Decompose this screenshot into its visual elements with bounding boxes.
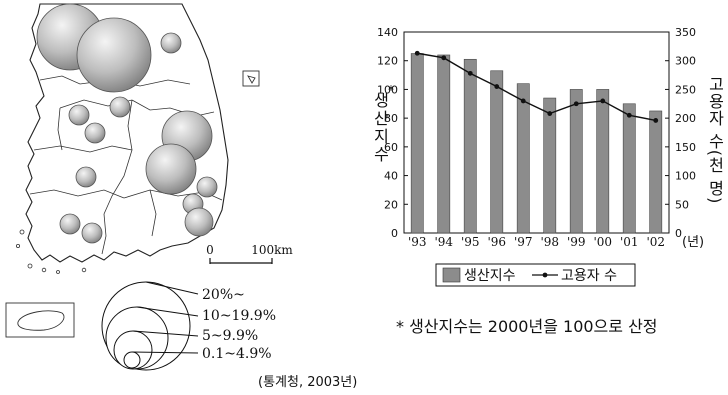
footnote: * 생산지수는 2000년을 100으로 산정: [396, 317, 658, 336]
y-left-label: 생산지수: [371, 92, 390, 164]
y-left-label-mark: *: [388, 83, 394, 97]
left-tick-label: 0: [391, 227, 398, 240]
chart-legend: 생산지수 고용자 수: [435, 263, 636, 287]
right-tick-label: 50: [675, 198, 689, 211]
region-circle: [68, 104, 90, 126]
x-axis-ticks: '93 '94 '95 '96 '97 '98 '99 '00 '01 '02: [408, 235, 665, 249]
region-circles: [36, 3, 218, 244]
bar: [543, 97, 557, 234]
legend-class-3: 5~9.9%: [202, 328, 258, 344]
jeju-island: [17, 310, 65, 331]
region-circle: [75, 166, 97, 188]
left-tick-label: 140: [377, 26, 398, 39]
left-axis-ticks: 0 20 40 60 80 100 120 140: [377, 26, 408, 240]
legend-bar-swatch: [442, 267, 461, 283]
line-point: [600, 98, 606, 104]
size-legend: [101, 281, 199, 371]
combo-chart: 0 20 40 60 80 100 120 140 0 50 100 150 200 250 300 350…: [371, 26, 725, 287]
islands: [15, 229, 87, 274]
region-circle: [160, 32, 182, 54]
region-circle: [184, 207, 214, 237]
x-tick-label: '02: [646, 235, 665, 249]
x-tick-label: '93: [408, 235, 427, 249]
region-circle: [84, 122, 106, 144]
region-circle: [109, 96, 131, 118]
bar: [622, 103, 636, 234]
scale-bar: 0 100km: [206, 243, 293, 264]
region-circle: [76, 17, 152, 93]
scale-zero: 0: [206, 243, 214, 257]
line-point: [414, 50, 420, 56]
left-tick-label: 100: [377, 83, 398, 96]
legend-line-label: 고용자 수: [561, 268, 617, 284]
x-tick-label: '01: [620, 235, 639, 249]
bar: [569, 89, 583, 234]
region-circle: [59, 213, 81, 235]
region-circle: [81, 222, 103, 244]
line-point: [467, 70, 473, 76]
right-tick-label: 350: [675, 26, 696, 39]
left-tick-label: 120: [377, 55, 398, 68]
left-tick-label: 60: [384, 141, 398, 154]
right-tick-label: 200: [675, 112, 696, 125]
right-tick-label: 250: [675, 83, 696, 96]
x-tick-label: '97: [514, 235, 533, 249]
line-point: [520, 98, 526, 104]
bar-series: [410, 53, 663, 234]
line-point: [626, 112, 632, 118]
x-tick-label: '96: [487, 235, 506, 249]
legend-bar-label: 생산지수: [464, 268, 516, 284]
x-tick-label: '99: [567, 235, 586, 249]
left-tick-label: 20: [384, 198, 398, 211]
ulleungdo-inset: [242, 70, 260, 87]
legend-class-4: 0.1~4.9%: [202, 346, 272, 362]
legend-class-2: 10~19.9%: [202, 308, 276, 324]
bar: [490, 70, 504, 234]
right-tick-label: 150: [675, 141, 696, 154]
right-tick-label: 300: [675, 55, 696, 68]
series-line: [417, 52, 656, 122]
line-point: [547, 111, 553, 116]
legend-line-marker: [542, 272, 548, 278]
legend-class-1: 20%~: [202, 287, 245, 303]
right-axis-ticks: 0 50 100 150 200 250 300 350: [665, 26, 696, 240]
bar: [437, 54, 451, 234]
x-tick-label: '94: [434, 235, 453, 249]
bar: [410, 53, 424, 234]
line-point: [653, 118, 659, 123]
x-unit: (년): [682, 235, 704, 250]
right-tick-label: 100: [675, 170, 696, 183]
scale-label: 100km: [251, 243, 293, 257]
source: (통계청, 2003년): [258, 375, 357, 390]
line-point: [441, 55, 447, 61]
right-tick-label: 0: [675, 227, 682, 240]
size-legend-labels: 20%~ 10~19.9% 5~9.9% 0.1~4.9%: [202, 287, 276, 362]
region-circle: [196, 176, 218, 198]
x-tick-label: '00: [593, 235, 612, 249]
x-tick-label: '98: [540, 235, 559, 249]
line-point: [494, 84, 500, 89]
line-point: [573, 101, 579, 107]
x-tick-label: '95: [461, 235, 480, 249]
korea-map: 0 100km 20%~ 10~19.9% 5~9.9% 0.1~4.9%: [5, 3, 293, 371]
bar: [649, 110, 663, 234]
line-series: [414, 50, 659, 123]
bar: [596, 89, 610, 234]
bar: [516, 83, 530, 234]
region-circle: [145, 143, 197, 195]
y-right-label: 고용자 수(천 명): [706, 76, 725, 205]
left-tick-label: 40: [384, 170, 398, 183]
bar: [463, 58, 477, 234]
left-tick-label: 80: [384, 112, 398, 125]
